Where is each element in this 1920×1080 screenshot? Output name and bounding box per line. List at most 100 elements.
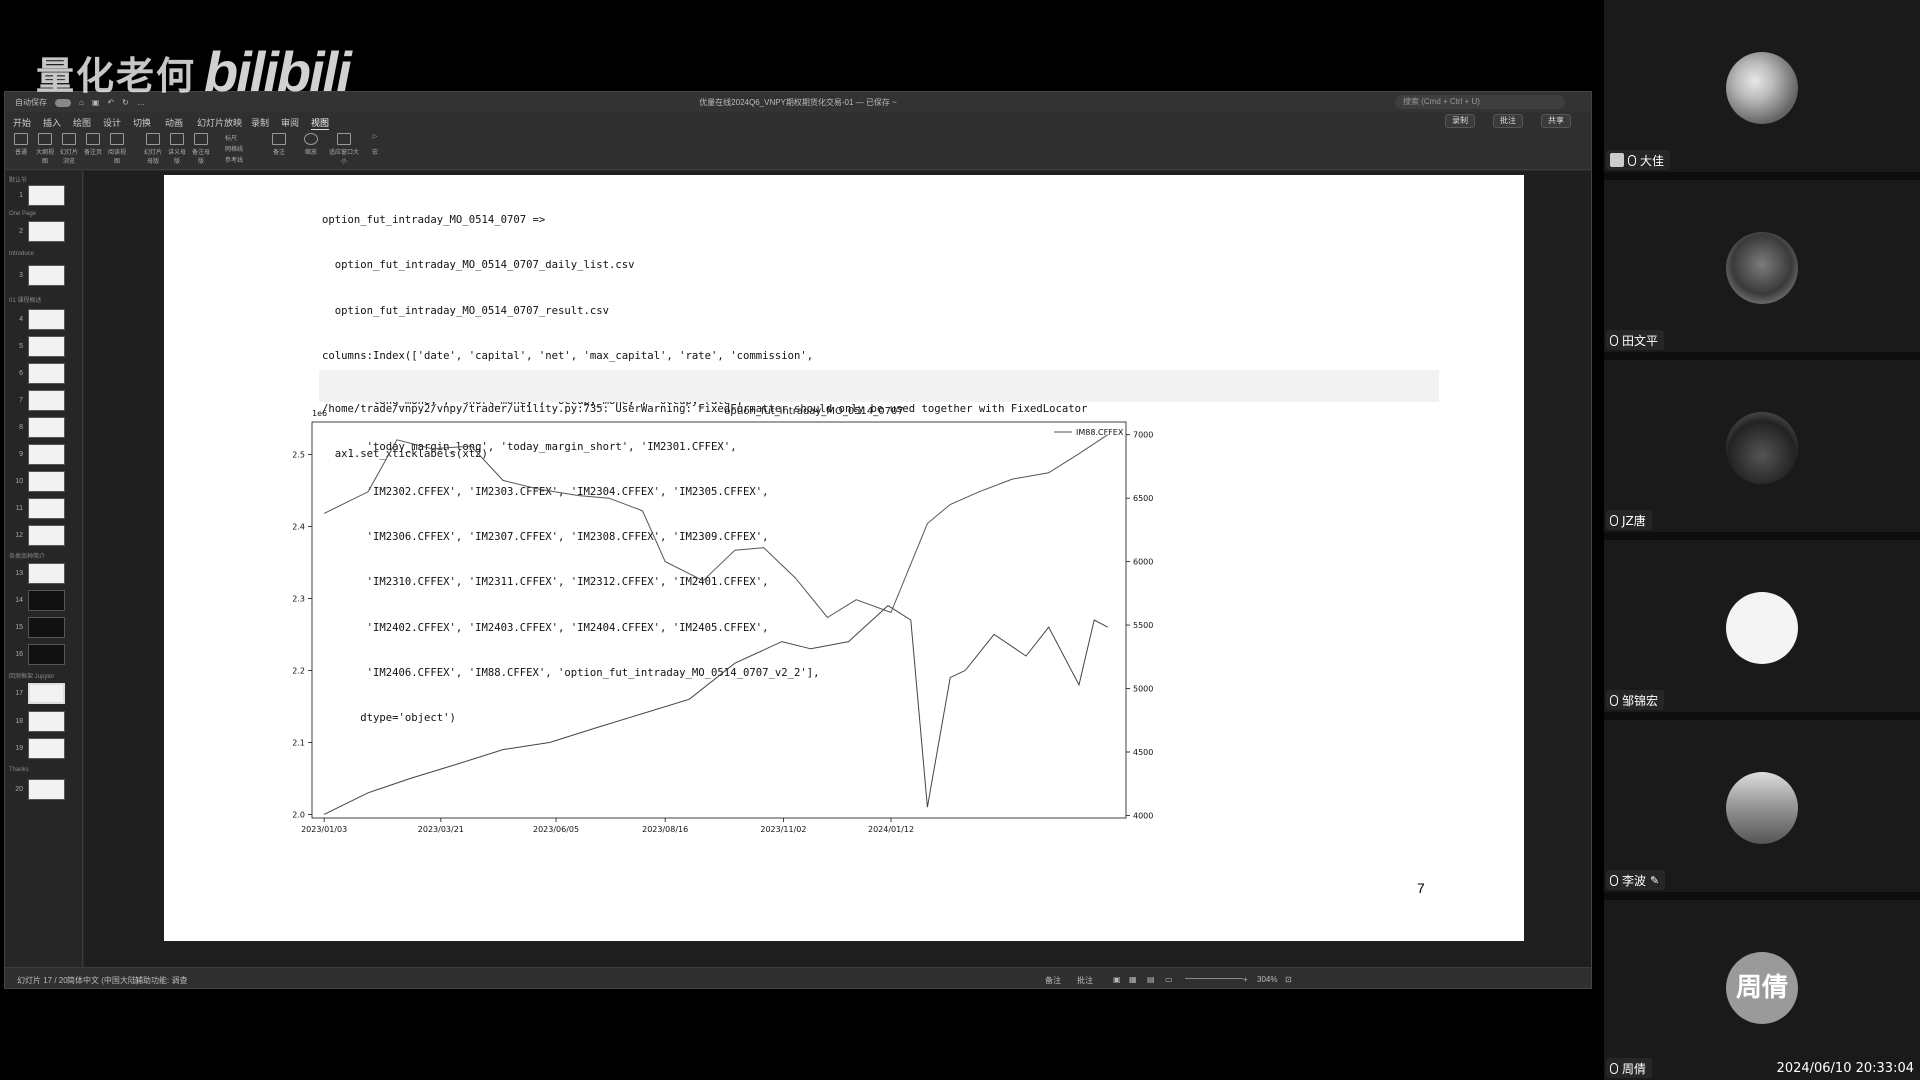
slide[interactable]: option_fut_intraday_MO_0514_0707 => opti… xyxy=(164,175,1524,941)
autosave-toggle[interactable] xyxy=(55,98,71,107)
participant-name: 田文平 xyxy=(1622,333,1659,348)
timestamp: 2024/06/10 20:33:04 xyxy=(1776,1061,1914,1076)
more-icon[interactable]: … xyxy=(136,98,145,107)
nameplate: 李波 ✎ xyxy=(1606,870,1666,890)
macros-button[interactable]: ▷ 宏 xyxy=(371,134,378,156)
redo-icon[interactable]: ↻ xyxy=(122,98,129,107)
tab-draw[interactable]: 绘图 xyxy=(73,118,92,128)
section-label[interactable]: Thanks xyxy=(9,767,29,773)
zoom-level[interactable]: 304% xyxy=(1257,975,1278,984)
slide-thumb[interactable]: 6 xyxy=(11,363,77,385)
guides-checkbox[interactable]: 参考线 xyxy=(225,158,244,164)
slide-sorter-button[interactable]: 幻灯片浏览 xyxy=(59,133,79,165)
section-label[interactable]: 各类品种简介 xyxy=(9,554,46,560)
slide-editor[interactable]: option_fut_intraday_MO_0514_0707 => opti… xyxy=(84,171,1591,967)
gridlines-checkbox[interactable]: 网格线 xyxy=(225,147,244,153)
slideshow-icon[interactable]: ▭ xyxy=(1165,975,1173,984)
code-line: 'IM2302.CFFEX', 'IM2303.CFFEX', 'IM2304.… xyxy=(322,485,769,498)
reading-view-icon[interactable]: ▤ xyxy=(1147,975,1155,984)
section-label[interactable]: 01 课程概述 xyxy=(9,298,42,304)
slide-thumb[interactable]: 11 xyxy=(11,498,77,520)
handout-master-button[interactable]: 讲义母版 xyxy=(167,133,187,165)
participant-tile[interactable]: 邹锦宏 xyxy=(1604,540,1920,716)
tab-transitions[interactable]: 切换 xyxy=(133,118,152,128)
fit-window-button[interactable]: 适应窗口大小 xyxy=(329,133,359,165)
sorter-view-icon[interactable]: ▦ xyxy=(1129,975,1137,984)
code-line: 'IM2310.CFFEX', 'IM2311.CFFEX', 'IM2312.… xyxy=(322,576,769,589)
notes-page-button[interactable]: 备注页 xyxy=(83,133,103,156)
slide-thumb[interactable]: 5 xyxy=(11,336,77,358)
slide-thumb[interactable]: 2 xyxy=(11,221,77,243)
share-button[interactable]: 共享 xyxy=(1541,114,1571,128)
comments-toggle[interactable]: 批注 xyxy=(1077,976,1093,985)
normal-view-icon[interactable]: ▣ xyxy=(1113,975,1121,984)
record-button[interactable]: 录制 xyxy=(1445,114,1475,128)
comment-button[interactable]: 批注 xyxy=(1493,114,1523,128)
tab-animations[interactable]: 动画 xyxy=(165,118,184,128)
reading-view-button[interactable]: 阅读视图 xyxy=(107,133,127,165)
participant-tile[interactable]: 周倩 周倩 2024/06/10 20:33:04 xyxy=(1604,900,1920,1080)
autosave-label: 自动保存 xyxy=(15,98,47,107)
search-box[interactable]: 搜索 (Cmd + Ctrl + U) xyxy=(1395,95,1565,109)
nameplate: JZ唐 xyxy=(1606,510,1652,530)
notes-button[interactable]: 备注 xyxy=(269,133,289,156)
accessibility-status[interactable]: 辅助功能: 调查 xyxy=(135,976,188,985)
code-line: 'IM2306.CFFEX', 'IM2307.CFFEX', 'IM2308.… xyxy=(322,531,769,544)
slide-thumb[interactable]: 20 xyxy=(11,779,77,801)
notes-master-button[interactable]: 备注母版 xyxy=(191,133,211,165)
slide-thumb[interactable]: 12 xyxy=(11,525,77,547)
slide-thumb[interactable]: 3 xyxy=(11,265,77,287)
slide-thumb[interactable]: 15 xyxy=(11,617,77,639)
avatar xyxy=(1726,592,1798,664)
ruler-checkbox[interactable]: 标尺 xyxy=(225,136,238,142)
slide-thumb[interactable]: 9 xyxy=(11,444,77,466)
slide-thumb[interactable]: 1 xyxy=(11,185,77,207)
slide-thumb[interactable]: 16 xyxy=(11,644,77,666)
tab-design[interactable]: 设计 xyxy=(103,118,122,128)
tab-home[interactable]: 开始 xyxy=(13,118,32,128)
tab-review[interactable]: 审阅 xyxy=(281,118,300,128)
code-line: columns:Index(['date', 'capital', 'net',… xyxy=(322,350,814,363)
notes-toggle[interactable]: 备注 xyxy=(1045,976,1061,985)
section-label[interactable]: Introduce xyxy=(9,251,35,257)
warning-output: /home/trade/vnpy2/vnpy/trader/utility.py… xyxy=(319,370,1439,460)
slide-master-button[interactable]: 幻灯片母版 xyxy=(143,133,163,165)
slide-thumb[interactable]: 14 xyxy=(11,590,77,612)
section-label[interactable]: 回测框架 Jupyter xyxy=(9,674,55,680)
slide-thumb[interactable]: 4 xyxy=(11,309,77,331)
quick-access-toolbar: 自动保存 ⌂ ▣ ↶ ↻ … xyxy=(15,97,145,108)
x-axis: 2023/01/03 2023/03/21 2023/06/05 2023/08/16… xyxy=(301,818,914,834)
participant-tile[interactable]: JZ唐 xyxy=(1604,360,1920,536)
tab-insert[interactable]: 插入 xyxy=(43,118,62,128)
slide-thumb[interactable]: 8 xyxy=(11,417,77,439)
home-icon[interactable]: ⌂ xyxy=(79,98,84,107)
tab-view[interactable]: 视图 xyxy=(311,118,330,130)
outline-view-button[interactable]: 大纲视图 xyxy=(35,133,55,165)
participant-tile[interactable]: 李波 ✎ xyxy=(1604,720,1920,896)
code-line: option_fut_intraday_MO_0514_0707_daily_l… xyxy=(322,259,635,272)
slide-thumb-active[interactable]: 17 xyxy=(11,683,77,705)
slide-thumbnails-panel[interactable]: 默认节 1 One Page 2 Introduce 3 01 课程概述 4 5… xyxy=(5,171,83,967)
tab-slideshow[interactable]: 幻灯片放映 xyxy=(197,118,243,128)
fit-slide-icon[interactable]: ⊡ xyxy=(1285,975,1292,984)
slide-thumb[interactable]: 19 xyxy=(11,738,77,760)
participant-name: JZ唐 xyxy=(1622,513,1646,528)
warning-line: /home/trade/vnpy2/vnpy/trader/utility.py… xyxy=(322,403,1088,415)
slide-thumb[interactable]: 7 xyxy=(11,390,77,412)
participant-tile[interactable]: 田文平 xyxy=(1604,180,1920,356)
normal-view-button[interactable]: 普通 xyxy=(11,133,31,156)
slide-thumb[interactable]: 10 xyxy=(11,471,77,493)
microphone-muted-icon xyxy=(1610,514,1618,526)
section-label[interactable]: One Page xyxy=(9,211,37,217)
slide-thumb[interactable]: 13 xyxy=(11,563,77,585)
language-status[interactable]: 简体中文 (中国大陆) xyxy=(67,976,139,985)
participant-tile[interactable]: 大佳 xyxy=(1604,0,1920,176)
zoom-in-icon[interactable]: + xyxy=(1243,975,1248,984)
zoom-slider[interactable] xyxy=(1185,978,1243,979)
slide-thumb[interactable]: 18 xyxy=(11,711,77,733)
tab-record[interactable]: 录制 xyxy=(251,118,270,128)
save-icon[interactable]: ▣ xyxy=(91,98,100,107)
section-label[interactable]: 默认节 xyxy=(9,178,28,184)
undo-icon[interactable]: ↶ xyxy=(107,98,115,107)
zoom-button[interactable]: 缩放 xyxy=(301,133,321,156)
